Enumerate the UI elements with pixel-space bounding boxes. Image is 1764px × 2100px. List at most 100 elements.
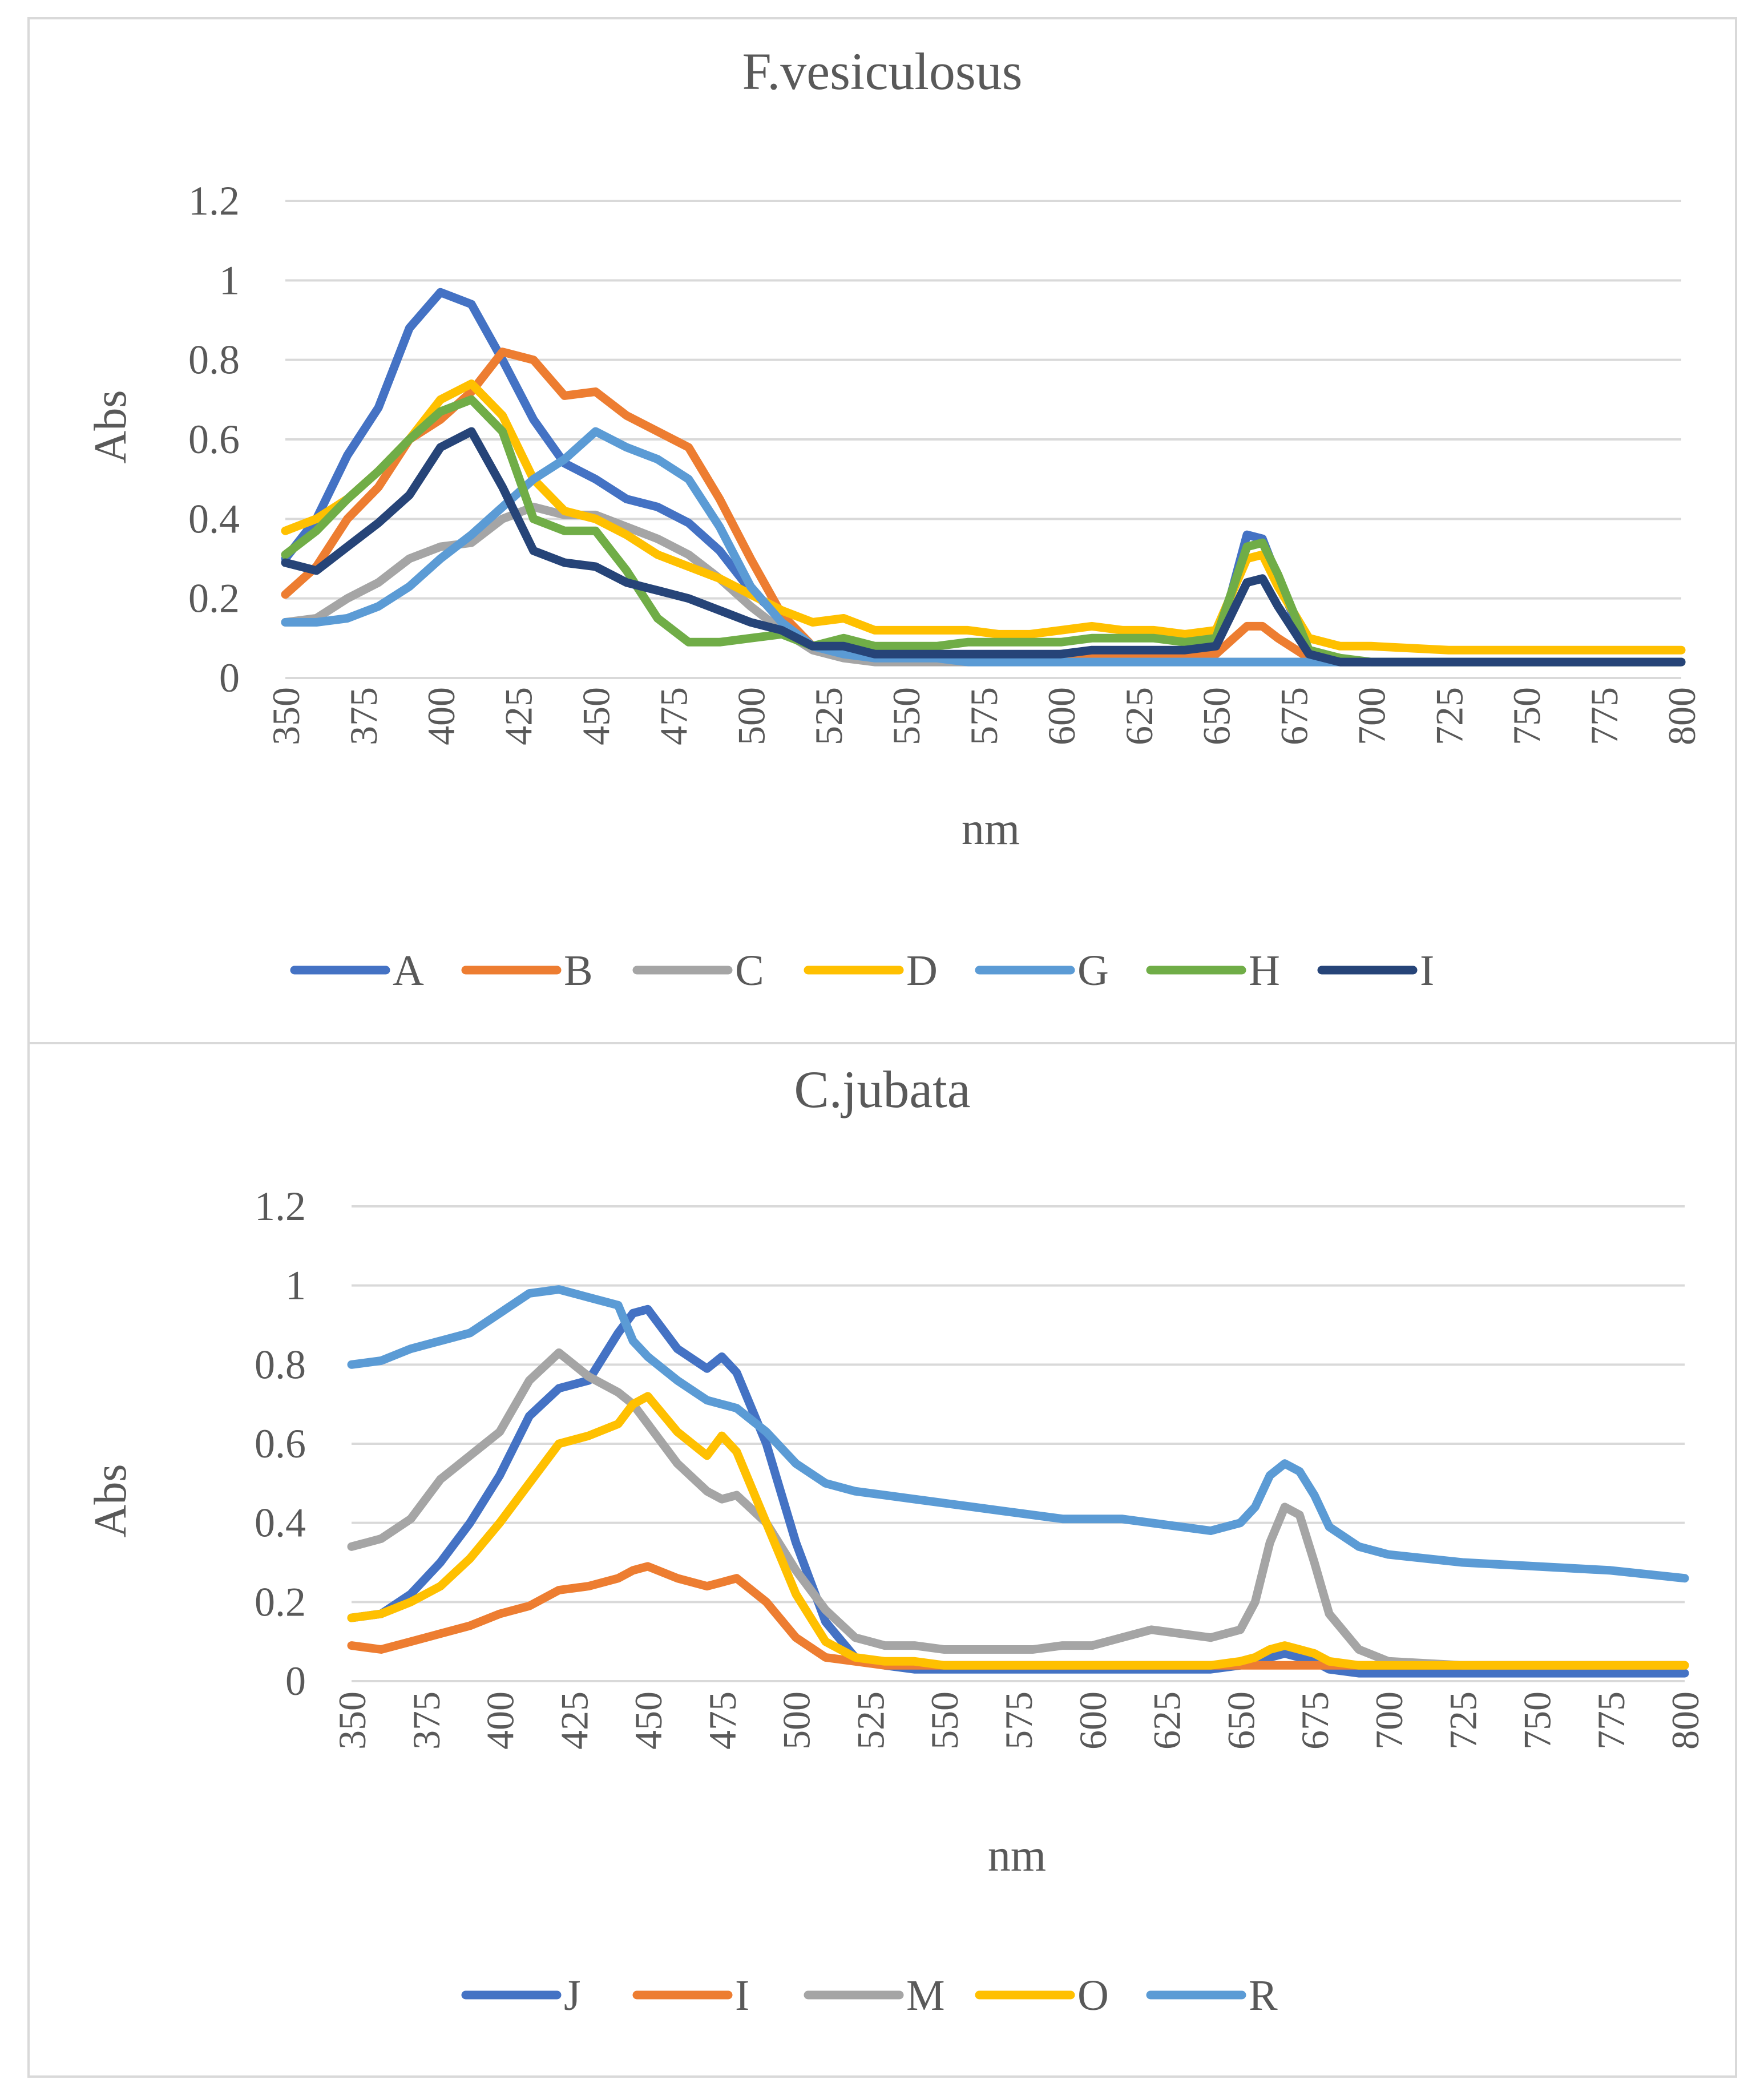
y-tick-labels: 0 0.2 0.4 0.6 0.8 1 1.2 — [188, 178, 240, 701]
x-tick-label: 375 — [405, 1691, 448, 1750]
x-tick-label: 500 — [775, 1691, 818, 1750]
x-tick-label: 525 — [849, 1691, 892, 1750]
x-tick-label: 650 — [1195, 687, 1238, 745]
chart-bottom-svg: 0 0.2 0.4 0.6 0.8 1 1.2 350 375 400 425 450 475 500 5… — [86, 1060, 1707, 2020]
y-tick-labels: 0 0.2 0.4 0.6 0.8 1 1.2 — [255, 1184, 306, 1704]
x-tick-label: 625 — [1145, 1691, 1189, 1750]
x-tick-label: 650 — [1219, 1691, 1262, 1750]
y-tick-label: 0.2 — [188, 576, 240, 621]
legend-item: J — [461, 1972, 581, 2020]
chart-top-svg: 0 0.2 0.4 0.6 0.8 1 1.2 350 375 400 425 450 475 500 5… — [86, 42, 1704, 995]
legend-label: O — [1077, 1972, 1109, 2020]
legend-label: M — [906, 1972, 945, 2020]
y-tick-label: 1 — [219, 257, 240, 303]
plot-grid — [285, 200, 1681, 679]
plot-grid — [352, 1205, 1685, 1682]
series-line-M — [347, 1348, 1689, 1670]
series-lines — [281, 288, 1686, 667]
y-tick-label: 1.2 — [188, 178, 240, 224]
x-tick-label: 575 — [962, 687, 1006, 745]
y-tick-label: 0.4 — [188, 496, 240, 542]
legend-label: I — [1420, 947, 1434, 995]
y-tick-label: 0.2 — [255, 1579, 306, 1625]
y-tick-label: 1 — [285, 1263, 306, 1309]
legend-item: M — [804, 1972, 945, 2020]
legend-item: O — [975, 1972, 1109, 2020]
legend-item: D — [804, 947, 938, 995]
x-tick-label: 475 — [701, 1691, 744, 1750]
x-tick-labels: 350 375 400 425 450 475 500 525 550 575 600 625 650 6… — [330, 1691, 1707, 1750]
y-tick-label: 0.8 — [188, 337, 240, 383]
x-tick-label: 675 — [1293, 1691, 1337, 1750]
x-tick-label: 550 — [885, 687, 928, 745]
y-tick-label: 0.6 — [255, 1421, 306, 1467]
x-tick-label: 475 — [652, 687, 695, 745]
legend-label: G — [1077, 947, 1109, 995]
x-tick-label: 400 — [419, 687, 463, 745]
x-tick-label: 450 — [627, 1691, 670, 1750]
x-axis-label: nm — [988, 1831, 1046, 1881]
chart-panel-bottom: 0 0.2 0.4 0.6 0.8 1 1.2 350 375 400 425 450 475 500 5… — [27, 1042, 1737, 2078]
legend-label: C — [735, 947, 764, 995]
x-axis-label: nm — [962, 804, 1020, 854]
legend-label: B — [564, 947, 593, 995]
legend-label: I — [735, 1972, 749, 2020]
x-tick-label: 800 — [1660, 687, 1704, 745]
y-tick-label: 0.4 — [255, 1500, 306, 1546]
chart-panel-top: 0 0.2 0.4 0.6 0.8 1 1.2 350 375 400 425 450 475 500 5… — [27, 17, 1737, 1044]
x-tick-label: 350 — [330, 1691, 374, 1750]
legend-label: A — [393, 947, 424, 995]
legend-label: H — [1249, 947, 1280, 995]
x-tick-label: 725 — [1442, 1691, 1485, 1750]
x-tick-label: 375 — [342, 687, 385, 745]
x-tick-label: 625 — [1117, 687, 1161, 745]
x-tick-label: 550 — [923, 1691, 966, 1750]
x-tick-label: 700 — [1350, 687, 1393, 745]
legend-item: R — [1146, 1972, 1278, 2020]
x-tick-label: 575 — [997, 1691, 1040, 1750]
x-tick-label: 600 — [1040, 687, 1083, 745]
x-tick-label: 750 — [1505, 687, 1548, 745]
series-line-R — [347, 1285, 1689, 1583]
x-tick-label: 400 — [479, 1691, 522, 1750]
legend-label: D — [906, 947, 938, 995]
y-tick-label: 1.2 — [255, 1184, 306, 1229]
x-tick-label: 775 — [1589, 1691, 1633, 1750]
x-tick-label: 775 — [1583, 687, 1626, 745]
x-tick-label: 425 — [552, 1691, 596, 1750]
x-tick-label: 425 — [497, 687, 540, 745]
legend-label: J — [564, 1972, 581, 2020]
chart-title: C.jubata — [794, 1060, 970, 1118]
x-tick-label: 600 — [1071, 1691, 1115, 1750]
y-tick-label: 0.6 — [188, 417, 240, 462]
x-tick-label: 700 — [1367, 1691, 1411, 1750]
x-tick-label: 750 — [1515, 1691, 1559, 1750]
y-tick-label: 0 — [219, 655, 240, 701]
series-line-H — [281, 395, 1686, 667]
legend-item: B — [461, 947, 593, 995]
x-tick-label: 800 — [1664, 1691, 1707, 1750]
x-tick-label: 725 — [1427, 687, 1471, 745]
x-tick-label: 500 — [729, 687, 773, 745]
series-lines — [347, 1285, 1689, 1678]
legend-item: I — [632, 1972, 749, 2020]
x-tick-label: 450 — [575, 687, 618, 745]
legend-item: C — [632, 947, 764, 995]
series-line-O — [347, 1392, 1689, 1670]
y-axis-label: Abs — [86, 1464, 136, 1538]
chart-title: F.vesiculosus — [742, 42, 1023, 100]
x-tick-label: 675 — [1273, 687, 1316, 745]
legend-item: G — [975, 947, 1109, 995]
x-tick-labels: 350 375 400 425 450 475 500 525 550 575 600 625 650 6… — [264, 687, 1704, 745]
legend-item: H — [1146, 947, 1280, 995]
series-line-B — [281, 348, 1686, 667]
x-tick-label: 350 — [264, 687, 308, 745]
legend-item: A — [290, 947, 424, 995]
x-tick-label: 525 — [807, 687, 850, 745]
y-tick-label: 0.8 — [255, 1342, 306, 1387]
y-tick-label: 0 — [285, 1658, 306, 1704]
legend-label: R — [1249, 1972, 1278, 2020]
y-axis-label: Abs — [86, 390, 136, 464]
